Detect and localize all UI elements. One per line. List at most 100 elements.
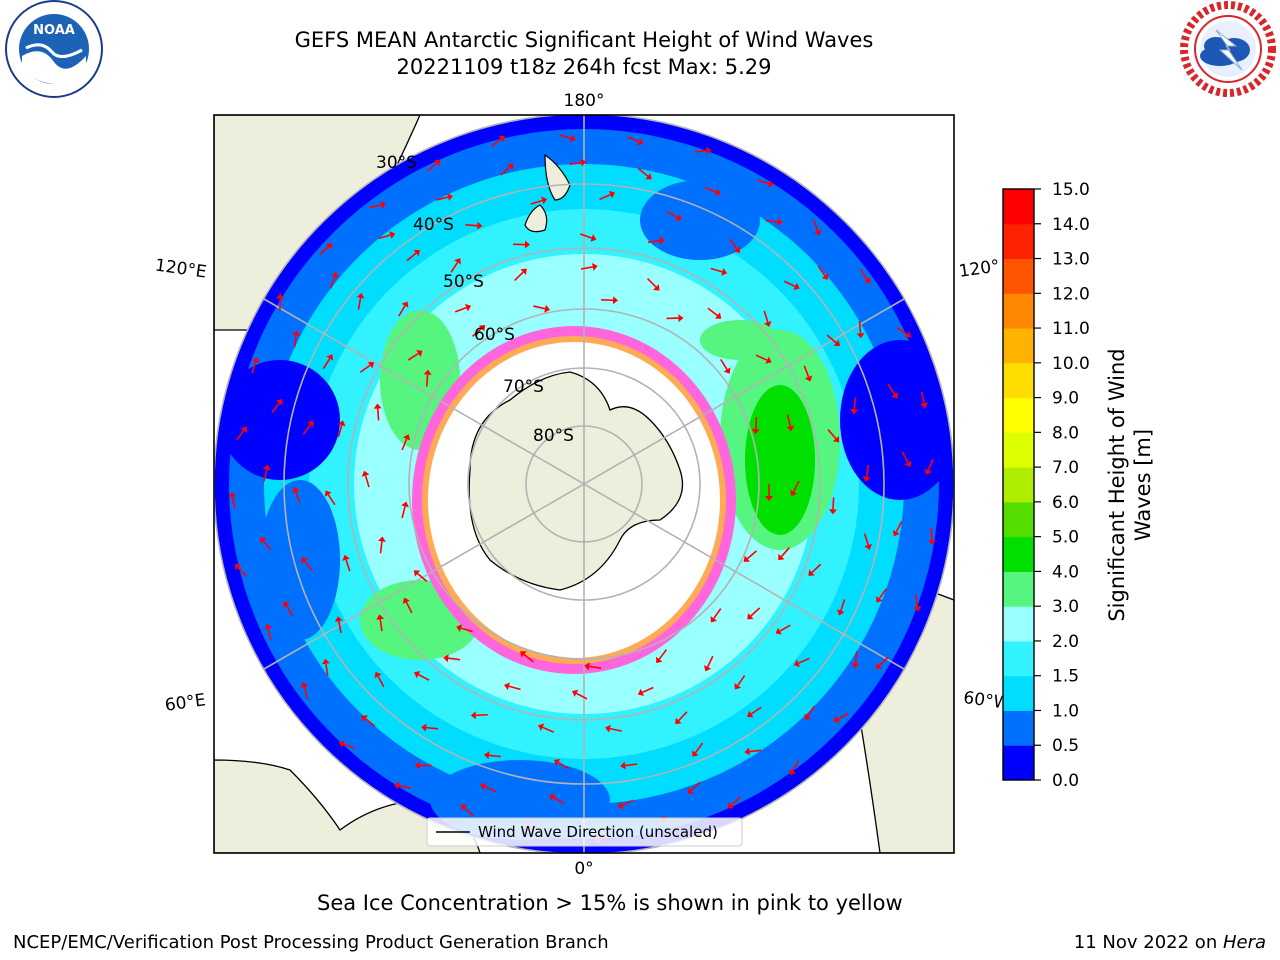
wave-direction-arrowhead <box>608 190 615 199</box>
wave-direction-arrow <box>379 619 383 632</box>
colorbar-tick-label: 8.0 <box>1052 423 1079 443</box>
wave-direction-arrow <box>319 246 330 256</box>
wave-direction-arrow <box>783 280 796 288</box>
wave-direction-arrowhead <box>620 761 626 770</box>
wave-direction-arrowhead <box>913 606 922 612</box>
wave-direction-arrow <box>580 266 593 270</box>
wave-direction-arrowhead <box>553 758 561 766</box>
wave-direction-arrowhead <box>836 609 845 616</box>
wave-direction-arrow <box>491 138 502 148</box>
wave-direction-arrowhead <box>924 468 932 475</box>
wave-direction-arrowhead <box>389 231 396 239</box>
wave-direction-arrow <box>757 179 770 185</box>
lon-label-120e: 120°E <box>154 256 208 283</box>
map-frame <box>213 114 955 854</box>
wave-direction-arrow <box>357 297 362 310</box>
wave-direction-arrow <box>418 673 430 681</box>
lat-label-80s: 80°S <box>533 426 574 446</box>
wave-direction-arrowhead <box>240 426 247 433</box>
colorbar-swatch <box>1003 293 1034 329</box>
colorbar-tick-label: 3.0 <box>1052 597 1079 617</box>
wave-direction-arrowhead <box>549 794 556 801</box>
wave-direction-arrowhead <box>790 489 798 497</box>
wave-direction-arrow <box>807 705 816 717</box>
chart-subtitle: 20221109 t18z 264h fcst Max: 5.29 <box>396 55 772 79</box>
wave-direction-arrow <box>369 204 382 209</box>
noaa-logo-text: NOAA <box>33 23 75 38</box>
wave-direction-arrow <box>878 588 888 599</box>
lat-label-30s: 30°S <box>376 153 417 173</box>
wave-direction-arrowhead <box>675 717 682 725</box>
wave-direction-arrowhead <box>920 402 928 409</box>
wave-direction-arrow <box>840 599 846 611</box>
wave-direction-arrowhead <box>569 134 576 143</box>
wave-direction-arrowhead <box>334 616 343 622</box>
colorbar-swatch <box>1003 536 1034 572</box>
colorbar-label-line1: Significant Height of Wind <box>1105 348 1129 621</box>
wave-direction-arrowhead <box>590 234 597 242</box>
colorbar-tick-label: 2.0 <box>1052 632 1079 652</box>
wave-direction-arrowhead <box>478 325 486 332</box>
wave-direction-arrowhead <box>703 665 712 672</box>
wave-direction-arrowhead <box>338 740 345 748</box>
wave-direction-arrow <box>337 621 342 634</box>
wave-direction-arrowhead <box>460 804 468 811</box>
wave-direction-arrow <box>379 541 383 554</box>
wave-direction-arrowhead <box>864 543 873 550</box>
wave-direction-arrowhead <box>904 460 912 468</box>
wave-direction-arrowhead <box>401 301 409 308</box>
wave-direction-arrow <box>343 743 355 750</box>
wave-direction-arrowhead <box>456 624 463 632</box>
colorbar-swatch <box>1003 189 1034 225</box>
wave-direction-arrow <box>826 334 837 344</box>
wave-direction-arrow <box>920 391 925 404</box>
wave-direction-arrowhead <box>793 282 800 290</box>
wave-direction-arrowhead <box>260 536 267 544</box>
wave-direction-arrow <box>599 193 611 201</box>
graticule <box>214 115 954 853</box>
wave-direction-arrowhead <box>876 596 883 603</box>
colorbar-tick-label: 0.0 <box>1052 771 1079 791</box>
wave-direction-arrowhead <box>765 496 773 501</box>
wave-direction-arrow <box>303 686 309 699</box>
wave-direction-arrowhead <box>367 361 375 369</box>
wave-direction-arrow <box>627 136 640 143</box>
wave-direction-arrow <box>637 168 649 177</box>
wave-direction-arrowhead <box>251 357 260 364</box>
wave-direction-arrowhead <box>402 434 411 441</box>
wave-direction-arrowhead <box>687 787 694 794</box>
wave-direction-arrow <box>706 655 714 668</box>
wave-direction-arrow <box>887 383 896 395</box>
wave-direction-arrowhead <box>821 273 829 280</box>
wave-direction-arrowhead <box>374 671 382 679</box>
wave-direction-arrow <box>792 480 800 493</box>
run-date-text: 11 Nov 2022 on <box>1073 932 1223 953</box>
wave-direction-arrow <box>755 354 768 361</box>
lat-label-60s: 60°S <box>474 325 515 345</box>
producer-credit: NCEP/EMC/Verification Post Processing Pr… <box>13 932 609 953</box>
wave-direction-arrow <box>285 605 294 617</box>
wave-direction-arrow <box>704 186 717 193</box>
wave-direction-arrow <box>488 754 501 758</box>
wave-direction-arrowhead <box>423 369 432 375</box>
wave-direction-arrow <box>854 651 858 664</box>
run-date: 11 Nov 2022 on Hera <box>1074 932 1266 953</box>
wave-direction-arrow <box>729 238 738 250</box>
colorbar-tick-label: 7.0 <box>1052 458 1079 478</box>
wave-direction-arrow <box>896 326 908 336</box>
wave-direction-arrow <box>401 506 406 519</box>
wave-direction-arrow <box>678 711 688 722</box>
wave-direction-arrow <box>647 239 660 244</box>
wave-direction-arrow <box>930 527 933 540</box>
wave-direction-arrow <box>749 749 762 753</box>
wave-direction-arrowhead <box>580 158 587 167</box>
wave-direction-arrow <box>646 278 657 288</box>
colorbar-swatch <box>1003 745 1034 781</box>
wave-direction-arrow <box>901 451 909 464</box>
colorbar-tick-label: 10.0 <box>1052 354 1090 374</box>
wave-direction-arrow <box>694 742 704 754</box>
wave-direction-arrow <box>798 657 810 664</box>
wave-direction-arrowhead <box>706 146 712 155</box>
wave-direction-arrow <box>837 712 849 720</box>
